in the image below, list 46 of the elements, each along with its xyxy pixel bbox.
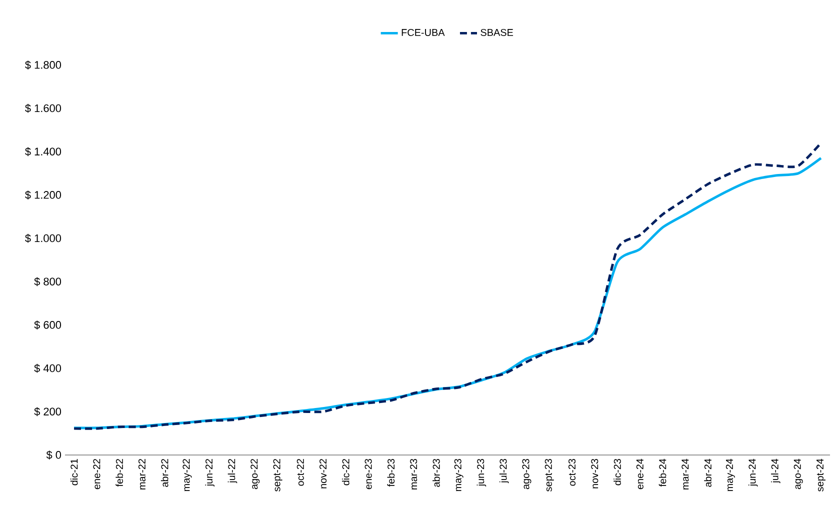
- x-tick-label: dic-22: [342, 459, 350, 486]
- x-tick-label: ago-22: [250, 459, 260, 490]
- x-tick-label: feb-24: [658, 458, 666, 487]
- y-tick-label: $ 1.200: [25, 190, 62, 200]
- x-tick-label: ene-24: [636, 458, 644, 490]
- x-tick-label: abr-24: [704, 458, 712, 487]
- y-tick-label: $ 0: [46, 450, 62, 460]
- x-tick-label: feb-22: [116, 459, 123, 487]
- y-tick-label: $ 600: [34, 320, 62, 330]
- y-tick-label: $ 800: [34, 277, 62, 286]
- x-tick-label: ene-22: [93, 459, 100, 490]
- y-tick-label: $ 1.400: [25, 147, 62, 156]
- x-tick-label: jun-22: [205, 459, 214, 486]
- x-tick-label: jul-22: [228, 459, 238, 484]
- x-tick-label: ene-23: [364, 458, 372, 490]
- legend-label: FCE-UBA: [402, 28, 445, 36]
- legend-label: SBASE: [480, 28, 514, 36]
- y-tick-label: $ 1.000: [25, 234, 62, 243]
- y-tick-label: $ 200: [34, 407, 62, 416]
- x-tick-label: feb-23: [387, 458, 395, 487]
- y-tick-label: $ 1.800: [25, 60, 62, 70]
- x-tick-label: may-22: [182, 459, 192, 492]
- x-tick-label: ago-24: [794, 458, 803, 490]
- x-tick-label: mar-24: [682, 458, 689, 490]
- x-tick-label: mar-23: [410, 458, 418, 490]
- x-tick-label: nov-22: [320, 459, 327, 488]
- x-tick-label: nov-23: [591, 458, 598, 488]
- y-tick-label: $ 1.600: [25, 104, 62, 113]
- x-tick-label: dic-21: [70, 459, 78, 486]
- x-tick-label: sept-23: [544, 458, 554, 492]
- x-tick-label: jul-24: [771, 458, 780, 484]
- x-tick-label: sept-22: [273, 459, 282, 492]
- x-tick-label: jun-23: [476, 458, 486, 486]
- x-tick-label: abr-23: [432, 458, 440, 487]
- x-tick-label: oct-22: [296, 459, 304, 486]
- x-tick-label: jul-23: [499, 458, 509, 484]
- x-tick-label: jun-24: [748, 458, 758, 486]
- x-tick-label: dic-23: [614, 458, 621, 486]
- x-tick-label: may-23: [454, 458, 464, 492]
- x-tick-label: mar-22: [138, 459, 146, 490]
- y-tick-label: $ 400: [34, 364, 62, 373]
- x-tick-label: may-24: [726, 458, 735, 492]
- x-tick-label: abr-22: [160, 459, 168, 487]
- x-tick-label: ago-23: [522, 458, 532, 490]
- x-tick-label: sept-24: [816, 458, 826, 492]
- x-tick-label: oct-23: [568, 458, 576, 486]
